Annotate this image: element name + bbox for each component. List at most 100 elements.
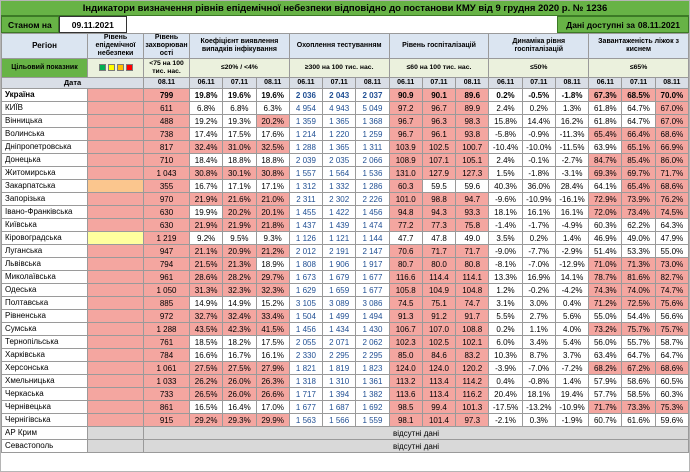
detection-coef-cell: 21.9% [222,218,257,232]
detection-coef-cell: 19.8% [188,88,224,102]
testing-coverage-cell: 1 692 [355,400,390,414]
hospitalization-cell: 96.7 [388,114,423,128]
hospitalization-dynamics-cell: 40.3% [488,179,523,193]
testing-coverage-cell: 2 012 [288,244,324,258]
epidemic-level-cell [87,88,144,102]
hospitalization-cell: 114.1 [455,270,490,284]
incidence-cell: 738 [143,127,190,141]
hospitalization-dynamics-cell: 15.8% [488,114,523,128]
oxygen-beds-cell: 60.3% [588,218,623,232]
oxygen-beds-cell: 74.5% [654,205,689,219]
hospitalization-cell: 131.0 [388,166,423,180]
hospitalization-dynamics-cell: -0.5% [521,88,556,102]
target-cell-0: <75 на 100 тис. нас. [143,58,190,78]
detection-coef-cell: 21.9% [188,218,224,232]
incidence-cell: 972 [143,309,190,323]
hospitalization-dynamics-cell: 18.1% [521,387,556,401]
hospitalization-dynamics-cell: -11.3% [554,127,590,141]
date-cell: 07.11 [222,77,257,89]
oxygen-beds-cell: 53.3% [621,244,656,258]
date-cell: 07.11 [621,77,656,89]
detection-coef-cell: 20.1% [255,205,290,219]
hospitalization-dynamics-cell: -7.2% [554,361,590,375]
indicators-table: Регіон Рівень епідемічної небезпеки Ріве… [1,33,689,453]
hospitalization-cell: 77.3 [421,218,457,232]
hospitalization-cell: 105.8 [388,283,423,297]
hospitalization-dynamics-cell: -7.0% [521,257,556,271]
oxygen-beds-cell: 64.7% [621,114,656,128]
detection-coef-cell: 20.2% [222,205,257,219]
testing-coverage-cell: 1 312 [288,179,324,193]
testing-coverage-cell: 1 504 [288,309,324,323]
hospitalization-cell: 80.8 [455,257,490,271]
column-group-header-4: Динаміка рівня госпіталізацій [488,33,590,59]
testing-coverage-cell: 1 566 [322,413,357,427]
detection-coef-cell: 21.1% [188,244,224,258]
oxygen-beds-cell: 65.4% [588,127,623,141]
oxygen-beds-cell: 69.7% [621,166,656,180]
region-cell: Луганська [1,244,88,258]
region-cell: Вінницька [1,114,88,128]
hospitalization-cell: 47.8 [421,231,457,245]
hospitalization-cell: 102.5 [421,335,457,349]
hospitalization-cell: 101.0 [388,192,423,206]
oxygen-beds-cell: 57.7% [588,387,623,401]
testing-coverage-cell: 1 536 [355,166,390,180]
detection-coef-cell: 19.9% [188,205,224,219]
hospitalization-cell: 101.4 [421,413,457,427]
legend-swatch-green [98,64,106,72]
oxygen-beds-cell: 64.1% [588,179,623,193]
oxygen-beds-cell: 74.7% [654,283,689,297]
epidemic-level-cell [87,179,144,193]
page-title: Індикатори визначення рівнів епідемічної… [82,2,608,14]
detection-coef-cell: 17.1% [255,179,290,193]
incidence-cell: 710 [143,153,190,167]
target-cell-5: ≤65% [588,58,689,78]
hospitalization-dynamics-cell: -3.1% [554,166,590,180]
testing-coverage-cell: 2 295 [355,348,390,362]
hospitalization-dynamics-cell: -0.8% [521,374,556,388]
region-cell: КИЇВ [1,101,88,115]
table-row: Харківська 784 16.6% 16.7% 16.1% 2 330 2 295 2 … [1,348,689,362]
hospitalization-dynamics-cell: 13.3% [488,270,523,284]
date-cell: 08.11 [455,77,490,89]
testing-coverage-cell: 1 456 [355,205,390,219]
date-row-label: Дата [1,77,144,89]
testing-coverage-cell: 1 220 [322,127,357,141]
target-cell-1: ≤20% / <4% [189,58,290,78]
oxygen-beds-cell: 67.3% [588,88,623,102]
oxygen-beds-cell: 62.2% [621,218,656,232]
hospitalization-dynamics-cell: 3.5% [488,231,523,245]
oxygen-beds-cell: 64.3% [654,218,689,232]
table-row-no-data: Севастополь відсутні дані [1,439,689,453]
hospitalization-cell: 94.8 [388,205,423,219]
oxygen-beds-cell: 61.8% [588,114,623,128]
hospitalization-cell: 114.4 [421,270,457,284]
testing-coverage-cell: 1 564 [322,166,357,180]
testing-coverage-cell: 1 394 [322,387,357,401]
hospitalization-dynamics-cell: -17.5% [488,400,523,414]
target-cell-4: ≤50% [488,58,590,78]
detection-coef-cell: 9.5% [222,231,257,245]
region-cell: АР Крим [1,426,88,440]
testing-coverage-cell: 2 062 [355,335,390,349]
oxygen-beds-cell: 68.6% [654,127,689,141]
testing-coverage-cell: 2 147 [355,244,390,258]
detection-coef-cell: 21.0% [255,192,290,206]
hospitalization-cell: 96.1 [421,127,457,141]
hospitalization-dynamics-cell: 2.7% [521,309,556,323]
hospitalization-cell: 108.8 [455,322,490,336]
oxygen-beds-cell: 70.0% [654,88,689,102]
incidence-cell: 961 [143,270,190,284]
testing-coverage-cell: 1 494 [355,309,390,323]
detection-coef-cell: 26.5% [188,387,224,401]
testing-coverage-cell: 1 144 [355,231,390,245]
oxygen-beds-cell: 75.7% [654,322,689,336]
detection-coef-cell: 18.5% [188,335,224,349]
table-row: Чернівецька 861 16.5% 16.4% 17.0% 1 677 1 687 1… [1,400,689,414]
incidence-cell: 1 050 [143,283,190,297]
table-row: Україна 799 19.8% 19.6% 19.6% 2 036 2 043 2 037… [1,88,689,102]
table-row: Черкаська 733 26.5% 26.0% 26.6% 1 717 1 394 1 3… [1,387,689,401]
incidence-cell: 630 [143,205,190,219]
testing-coverage-cell: 1 917 [355,257,390,271]
